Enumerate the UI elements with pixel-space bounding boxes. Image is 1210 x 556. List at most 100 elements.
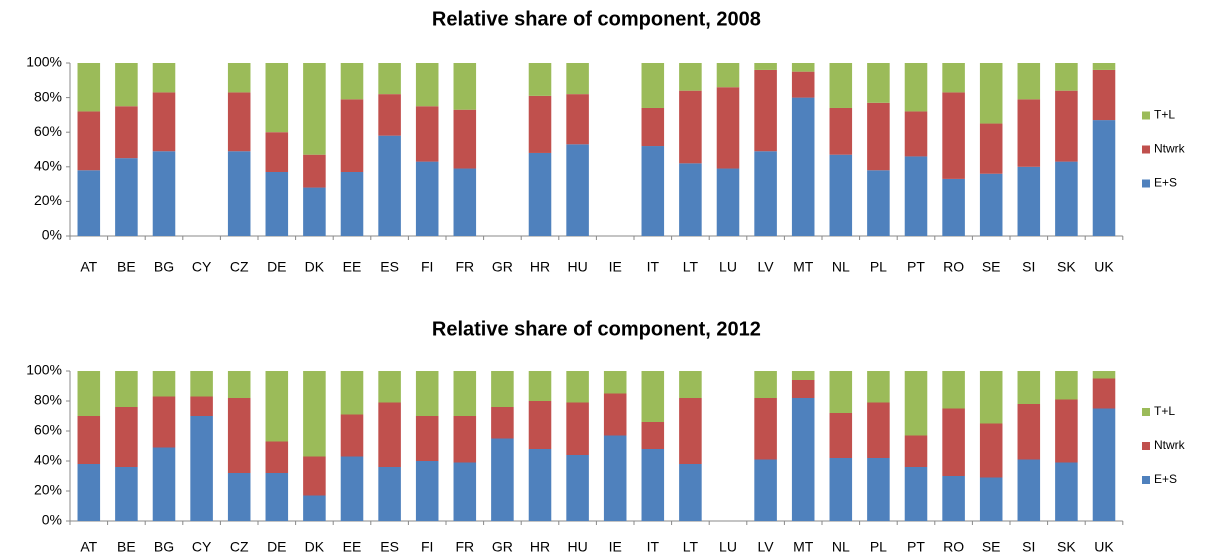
x-tick-label: BE — [117, 539, 136, 555]
x-tick-label: LU — [719, 259, 737, 275]
bar-segment — [491, 371, 514, 407]
bar-segment — [566, 402, 589, 455]
x-tick-label: LT — [683, 259, 699, 275]
bar-segment — [942, 476, 965, 521]
bar-segment — [754, 398, 777, 460]
bar-segment — [303, 456, 326, 496]
bar-segment — [829, 413, 853, 458]
bar-segment — [942, 178, 965, 236]
x-tick-label: NL — [832, 539, 850, 555]
x-tick-label: SI — [1022, 259, 1035, 275]
bar-segment — [979, 423, 1003, 478]
bar-segment — [1017, 459, 1041, 521]
x-tick-label: NL — [832, 259, 850, 275]
bar-segment — [867, 371, 890, 403]
bar-segment — [227, 371, 251, 398]
bar-segment — [829, 458, 853, 521]
bar-segment — [904, 111, 928, 157]
bar-segment — [77, 63, 101, 112]
bar-segment — [1092, 408, 1116, 521]
x-tick-label: CZ — [230, 259, 249, 275]
bar-segment — [1055, 462, 1078, 521]
bar-segment — [378, 135, 401, 236]
bar-segment — [791, 63, 815, 72]
bar-segment — [227, 473, 251, 521]
bar-segment — [566, 63, 589, 95]
x-tick-label: IE — [609, 539, 622, 555]
bar-segment — [415, 63, 439, 107]
bar-segment — [942, 408, 965, 476]
bar-segment — [1017, 166, 1041, 236]
bar-segment — [566, 144, 589, 236]
chart: Relative share of component, 2008 0% 20% 40… — [26, 8, 1185, 274]
y-tick-label: 0% — [42, 227, 62, 243]
x-tick-label: FI — [421, 539, 433, 555]
legend-label: E+S — [1154, 472, 1177, 486]
bar-segment — [115, 407, 138, 467]
bar-segment — [979, 173, 1003, 236]
x-tick-label: PL — [870, 259, 887, 275]
bar-segment — [190, 396, 213, 416]
bar-segment — [679, 63, 702, 91]
y-tick-label: 0% — [42, 512, 62, 528]
x-tick-label: DK — [305, 539, 325, 555]
bar-segment — [942, 63, 965, 93]
x-tick-label: UK — [1094, 259, 1114, 275]
bar-segment — [1055, 371, 1078, 400]
bar-segment — [303, 495, 326, 521]
legend-swatch — [1142, 145, 1150, 154]
bar-segment — [190, 416, 213, 521]
bar-segment — [152, 396, 176, 448]
bar-segment — [1092, 378, 1116, 409]
bar-segment — [340, 171, 364, 236]
bar-segment — [754, 63, 777, 70]
bar-segment — [453, 416, 477, 463]
bar-segment — [754, 69, 777, 152]
x-tick-label: ES — [380, 259, 399, 275]
x-tick-label: AT — [80, 539, 97, 555]
bar-segment — [528, 95, 552, 153]
bar-segment — [1017, 99, 1041, 167]
bar-segment — [716, 63, 740, 88]
bar-segment — [340, 371, 364, 415]
legend-swatch — [1142, 111, 1150, 120]
x-tick-label: FI — [421, 259, 433, 275]
bar-segment — [340, 99, 364, 172]
bar-segment — [152, 151, 176, 236]
bar-segment — [528, 449, 552, 521]
bar-segment — [979, 63, 1003, 124]
legend-swatch — [1142, 442, 1150, 450]
bar-segment — [453, 63, 477, 110]
bar-segment — [603, 371, 627, 394]
bar-segment — [115, 63, 138, 107]
bar-segment — [942, 371, 965, 409]
y-tick-label: 60% — [34, 422, 62, 438]
x-tick-label: FR — [455, 539, 474, 555]
legend-label: E+S — [1154, 176, 1177, 190]
x-tick-label: CY — [192, 259, 212, 275]
bar-segment — [1017, 404, 1041, 460]
bar-segment — [791, 71, 815, 98]
x-tick-label: GR — [492, 259, 513, 275]
bar-segment — [303, 371, 326, 457]
bar-segment — [754, 459, 777, 521]
bar-segment — [453, 109, 477, 169]
bar-segment — [415, 371, 439, 416]
bar-segment — [415, 161, 439, 236]
bar-segment — [641, 63, 665, 108]
x-tick-label: UK — [1094, 539, 1114, 555]
bar-segment — [152, 63, 176, 93]
bar-segment — [528, 401, 552, 449]
bar-segment — [227, 151, 251, 236]
bar-segment — [453, 371, 477, 416]
bar-segment — [265, 473, 289, 521]
x-tick-label: DE — [267, 539, 286, 555]
bar-segment — [679, 371, 702, 398]
x-tick-label: MT — [793, 539, 814, 555]
x-tick-label: EE — [343, 259, 362, 275]
bar-segment — [829, 107, 853, 155]
bar-segment — [867, 102, 890, 171]
x-tick-label: BG — [154, 539, 174, 555]
y-tick-label: 40% — [34, 158, 62, 174]
